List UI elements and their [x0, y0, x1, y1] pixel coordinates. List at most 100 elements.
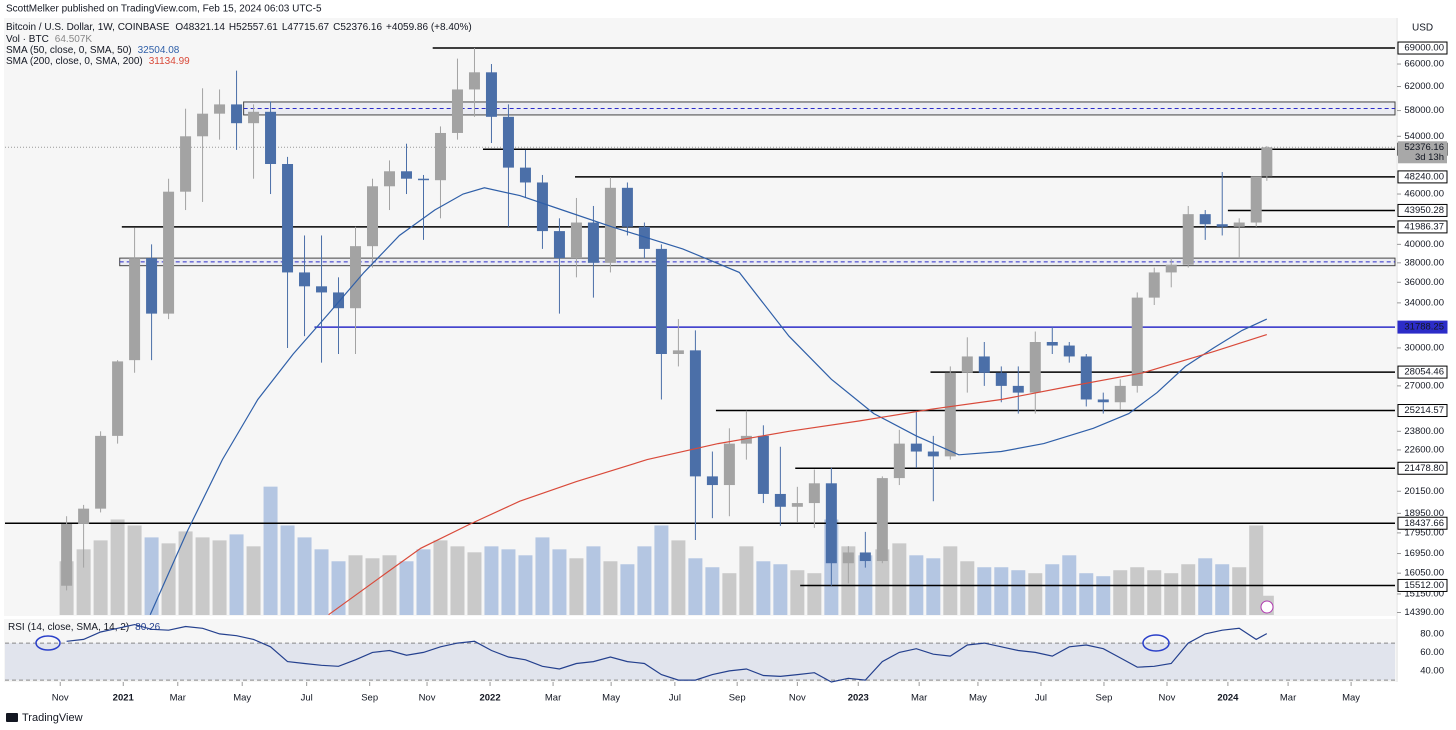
volume-bar — [671, 540, 686, 615]
candle-body — [638, 226, 650, 249]
x-tick-label: May — [602, 693, 620, 704]
volume-bar — [1130, 567, 1145, 615]
volume-bar — [722, 573, 737, 615]
candle-body — [859, 552, 871, 562]
y-tick-label: 54000.00 — [1404, 131, 1444, 142]
vol-label: Vol · BTC 64.507K — [6, 34, 92, 45]
x-tick-label: May — [233, 693, 251, 704]
volume-bar — [501, 549, 516, 615]
volume-bar — [688, 558, 703, 615]
candle-body — [825, 483, 837, 564]
volume-bar — [1249, 525, 1264, 615]
volume-bar — [1147, 570, 1162, 615]
candle-body — [502, 116, 514, 168]
candle-body — [757, 435, 769, 494]
x-tick-label: Mar — [170, 693, 186, 704]
candle-body — [587, 222, 599, 263]
volume-bar — [450, 546, 465, 615]
publisher: ScottMelker published on TradingView.com… — [6, 4, 322, 15]
candle-body — [723, 443, 735, 486]
x-tick-label: Nov — [52, 693, 69, 704]
volume-bar — [161, 543, 176, 615]
candle-body — [961, 356, 973, 373]
y-tick-label: 14390.00 — [1404, 607, 1444, 618]
volume-bar — [76, 549, 91, 615]
ohlc: +4059.86 (+8.40%) — [386, 22, 472, 33]
x-tick-label: Sep — [729, 693, 746, 704]
volume-bar — [127, 525, 142, 615]
currency: USD — [1412, 23, 1433, 34]
candle-body — [1080, 356, 1092, 400]
rsi-band — [5, 643, 1395, 681]
sma50-name: SMA (50, close, 0, SMA, 50) — [6, 45, 132, 56]
candle-body — [1182, 214, 1194, 265]
volume-bar — [807, 573, 822, 615]
volume-bar — [433, 540, 448, 615]
rsi-tick-label: 80.00 — [1420, 628, 1444, 639]
rsi-label: RSI (14, close, SMA, 14, 2) 80.26 — [8, 622, 161, 633]
x-tick-label: Nov — [419, 693, 436, 704]
volume-bar — [569, 558, 584, 615]
level-label: 31788.25 — [1404, 322, 1444, 333]
y-tick-label: 46000.00 — [1404, 189, 1444, 200]
price-box — [1398, 141, 1447, 164]
candle-body — [1199, 214, 1211, 225]
sma50-last: 32504.08 — [138, 45, 180, 56]
x-tick-label: Sep — [1096, 693, 1113, 704]
candle-body — [1097, 399, 1109, 403]
sma200-label: SMA (200, close, 0, SMA, 200) 31134.99 — [6, 56, 190, 67]
candle-body — [910, 443, 922, 452]
candle-body — [672, 350, 684, 354]
ohlc: O48321.14 — [175, 22, 225, 33]
volume-bar — [943, 546, 958, 615]
x-tick-label: Mar — [545, 693, 561, 704]
candle-body — [417, 178, 429, 181]
volume-bar — [144, 537, 159, 615]
vol-last: 64.507K — [55, 34, 93, 45]
x-tick-label: Sep — [361, 693, 378, 704]
volume-bar — [1198, 558, 1213, 615]
rsi-name: RSI (14, close, SMA, 14, 2) — [8, 622, 129, 633]
x-tick-label: May — [969, 693, 987, 704]
candle-body — [350, 246, 362, 309]
candle-body — [1148, 272, 1160, 298]
level-label: 18437.66 — [1404, 518, 1444, 529]
x-tick-label: 2021 — [113, 693, 135, 704]
candle-body — [995, 372, 1007, 386]
level-box — [1397, 461, 1448, 475]
volume-bar — [365, 558, 380, 615]
x-tick-label: Mar — [911, 693, 927, 704]
y-tick-label: 40000.00 — [1404, 239, 1444, 250]
volume-bar — [1028, 573, 1043, 615]
volume-bar — [875, 549, 890, 615]
candle-body — [553, 231, 565, 259]
candle-body — [485, 72, 497, 117]
volume-bar — [654, 525, 669, 615]
candle-body — [367, 186, 379, 247]
volume-bar — [1079, 573, 1094, 615]
symbol: Bitcoin / U.S. Dollar, 1W, COINBASE — [6, 22, 170, 33]
volume-bar — [229, 534, 244, 615]
y-tick-label: 23800.00 — [1404, 426, 1444, 437]
volume-bar — [1181, 564, 1196, 615]
volume-bar — [790, 570, 805, 615]
volume-bar — [93, 540, 108, 615]
volume-bar — [552, 549, 567, 615]
annotation-circle — [1142, 634, 1170, 652]
candle-body — [655, 248, 667, 354]
candle-body — [978, 356, 990, 373]
rsi-last: 80.26 — [135, 622, 160, 633]
sma200-name: SMA (200, close, 0, SMA, 200) — [6, 56, 143, 67]
volume-bar — [586, 546, 601, 615]
volume-bar — [297, 537, 312, 615]
x-tick-label: Mar — [1280, 693, 1296, 704]
candle-body — [893, 443, 905, 479]
volume-bar — [1096, 576, 1111, 615]
candle-body — [1012, 385, 1024, 393]
candle-body — [231, 104, 243, 124]
volume-bar — [603, 561, 618, 615]
candle-body — [740, 435, 752, 444]
x-tick-label: Nov — [1159, 693, 1176, 704]
vol-name: Vol · BTC — [6, 34, 49, 45]
